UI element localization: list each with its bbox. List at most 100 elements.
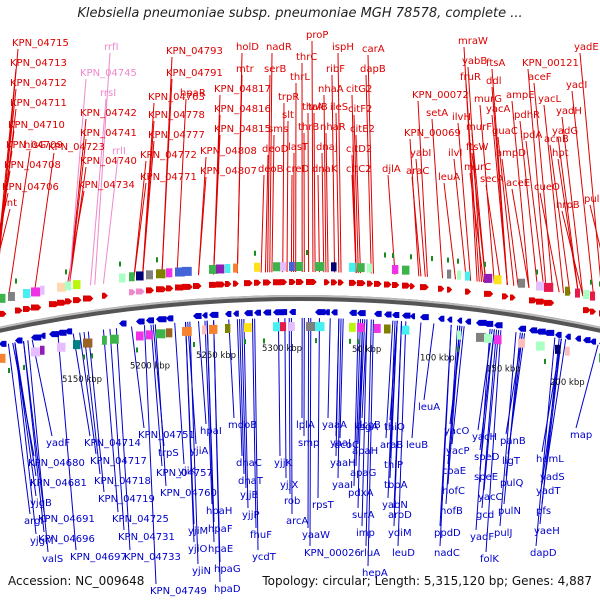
forward-feature-arrow bbox=[15, 307, 23, 314]
reverse-gene-label: leuD bbox=[392, 548, 415, 559]
forward-feature-arrow bbox=[193, 283, 202, 290]
forward-gene-label: murC bbox=[464, 162, 491, 173]
reverse-gene-leader-line bbox=[290, 318, 293, 515]
forward-gene-label: deoB bbox=[258, 164, 284, 175]
cog-category-strip bbox=[484, 333, 493, 343]
cog-category-strip bbox=[465, 271, 471, 281]
forward-feature-arrow bbox=[306, 279, 317, 286]
cog-category-strip bbox=[83, 338, 93, 348]
reverse-gene-leader-line bbox=[239, 319, 245, 475]
reverse-gene-label: hpaD bbox=[214, 584, 241, 595]
gc-marker bbox=[91, 353, 93, 359]
forward-gene-label: hrpB bbox=[556, 200, 580, 211]
reverse-gene-leader-line bbox=[353, 319, 359, 487]
forward-gene-label: KPN_04777 bbox=[148, 130, 205, 141]
reverse-gene-leader-line bbox=[361, 319, 368, 527]
forward-gene-label: hpt bbox=[552, 148, 569, 159]
reverse-gene-leader-line bbox=[102, 329, 119, 513]
forward-gene-label: ampE bbox=[506, 90, 535, 101]
forward-gene-label: KPN_00069 bbox=[404, 128, 461, 139]
reverse-feature-arrow bbox=[536, 328, 546, 335]
reverse-gene-leader-line bbox=[189, 321, 199, 565]
cog-category-strip bbox=[244, 323, 252, 333]
reverse-gene-label: yjiN bbox=[192, 566, 211, 577]
forward-gene-leader-line bbox=[431, 118, 444, 279]
forward-feature-arrow bbox=[49, 301, 60, 308]
forward-gene-label: serB bbox=[264, 64, 286, 75]
forward-gene-label: sms bbox=[268, 124, 288, 135]
forward-gene-leader-line bbox=[337, 52, 342, 273]
forward-gene-leader-line bbox=[527, 68, 547, 291]
reverse-gene-label: dnaC bbox=[236, 458, 262, 469]
forward-gene-leader-line bbox=[260, 174, 265, 273]
forward-feature-arrow bbox=[590, 308, 597, 315]
forward-gene-leader-line bbox=[557, 158, 580, 296]
forward-gene-label: ftsW bbox=[466, 142, 488, 153]
forward-gene-leader-line bbox=[443, 182, 457, 280]
forward-gene-label: KPN_04816 bbox=[214, 104, 271, 115]
forward-feature-arrow bbox=[384, 281, 392, 288]
cog-category-strip bbox=[306, 322, 316, 332]
cog-category-strip bbox=[518, 278, 526, 288]
forward-gene-leader-line bbox=[331, 74, 336, 273]
forward-gene-leader-line bbox=[317, 174, 320, 273]
gc-marker bbox=[457, 346, 459, 352]
scale-tick-label: 150 kbp bbox=[486, 364, 521, 374]
reverse-feature-arrow bbox=[31, 334, 42, 341]
forward-gene-label: KPN_04734 bbox=[78, 180, 135, 191]
reverse-gene-label: dcoB bbox=[356, 420, 381, 431]
forward-gene-leader-line bbox=[453, 158, 467, 281]
reverse-gene-label: tbpA bbox=[384, 480, 408, 491]
reverse-gene-leader-line bbox=[411, 322, 422, 439]
forward-gene-label: dnaJ bbox=[316, 142, 338, 153]
rna-gene-leader-line bbox=[94, 52, 111, 285]
forward-gene-leader-line bbox=[0, 88, 17, 243]
forward-gene-label: KPN_04807 bbox=[200, 166, 257, 177]
cog-category-strip bbox=[349, 322, 356, 332]
cog-category-strip bbox=[565, 346, 570, 356]
forward-gene-leader-line bbox=[269, 52, 273, 273]
forward-gene-leader-line bbox=[0, 170, 11, 231]
reverse-feature-arrow bbox=[476, 319, 487, 326]
forward-gene-leader-line bbox=[133, 182, 147, 281]
forward-gene-leader-line bbox=[571, 90, 595, 299]
forward-gene-label: KPN_00072 bbox=[412, 90, 469, 101]
forward-gene-leader-line bbox=[325, 132, 329, 273]
reverse-gene-label: yabN bbox=[382, 500, 408, 511]
forward-gene-leader-line bbox=[197, 176, 207, 276]
reverse-gene-label: KPN_04696 bbox=[38, 534, 95, 545]
reverse-gene-label: yacO bbox=[444, 426, 470, 437]
forward-gene-label: yadI bbox=[566, 80, 587, 91]
forward-feature-arrow bbox=[216, 281, 226, 288]
reverse-feature-arrow bbox=[447, 316, 453, 323]
reverse-gene-label: KPN_04731 bbox=[118, 532, 175, 543]
reverse-gene-label: smp bbox=[298, 438, 319, 449]
reverse-gene-leader-line bbox=[277, 318, 281, 457]
cog-category-strip bbox=[273, 262, 283, 272]
reverse-gene-label: thiP bbox=[384, 460, 403, 471]
forward-gene-label: citE2 bbox=[350, 124, 375, 135]
forward-gene-leader-line bbox=[213, 134, 221, 275]
cog-category-strip bbox=[289, 262, 295, 272]
forward-gene-label: yadE bbox=[574, 42, 599, 53]
cog-category-strip bbox=[457, 330, 462, 340]
forward-gene-label: KPN_04712 bbox=[10, 78, 67, 89]
forward-gene-label: thrC bbox=[296, 52, 317, 63]
cog-category-strip bbox=[518, 338, 526, 348]
reverse-gene-label: KPN_04718 bbox=[94, 476, 151, 487]
forward-gene-leader-line bbox=[7, 150, 31, 298]
accession-label: Accession: NC_009648 bbox=[8, 574, 145, 588]
reverse-gene-label: ydiM bbox=[388, 528, 412, 539]
rna-gene-label: rrsI bbox=[100, 88, 116, 99]
forward-gene-label: nhaA bbox=[318, 84, 344, 95]
gc-marker bbox=[384, 252, 386, 258]
forward-gene-label: KPN_04791 bbox=[166, 68, 223, 79]
forward-gene-label: leuA bbox=[438, 172, 460, 183]
gc-marker bbox=[357, 339, 359, 345]
forward-feature-arrow bbox=[83, 295, 94, 302]
reverse-gene-label: KPN_04749 bbox=[150, 586, 207, 597]
forward-feature-arrow bbox=[73, 297, 82, 304]
cog-category-strip bbox=[280, 322, 287, 332]
reverse-gene-leader-line bbox=[14, 342, 37, 497]
forward-feature-arrow bbox=[324, 279, 330, 286]
